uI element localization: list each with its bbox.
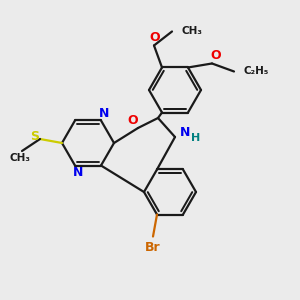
Text: N: N	[73, 166, 83, 179]
Text: O: O	[128, 113, 138, 127]
Text: CH₃: CH₃	[10, 153, 31, 163]
Text: CH₃: CH₃	[181, 26, 202, 37]
Text: H: H	[191, 133, 201, 143]
Text: N: N	[99, 107, 109, 120]
Text: O: O	[150, 31, 160, 44]
Text: C₂H₅: C₂H₅	[243, 67, 268, 76]
Text: S: S	[31, 130, 40, 143]
Text: O: O	[211, 49, 221, 62]
Text: Br: Br	[145, 241, 161, 254]
Text: N: N	[180, 125, 190, 139]
